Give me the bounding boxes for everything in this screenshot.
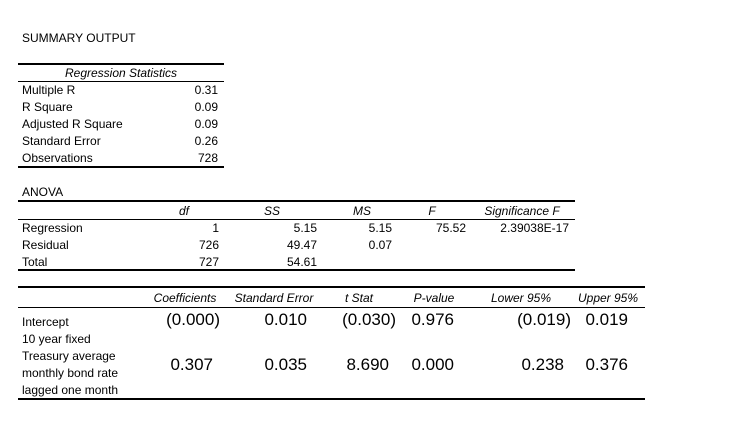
cell: 0.000 [411,355,454,374]
rule [18,63,224,65]
cell: (0.030) [342,310,396,329]
cell: (0.000) [166,310,220,329]
section-label: ANOVA [22,185,64,199]
title: SUMMARY OUTPUT [22,31,136,45]
cell: 8.690 [346,355,389,374]
row-label: monthly bond rate [22,366,119,380]
rule [18,398,645,400]
cell: 727 [198,255,219,269]
cell: 2.39038E-17 [500,221,569,235]
row-label: lagged one month [22,383,119,397]
cell: (0.019) [517,310,571,329]
cell: 5.15 [293,221,317,235]
stat-value: 0.09 [194,100,218,114]
rule [18,81,224,82]
stat-label: Multiple R [22,83,76,97]
column-header: SS [263,204,281,218]
column-header: F [428,204,436,218]
cell: 0.019 [585,310,628,329]
cell: 54.61 [286,255,317,269]
column-header: Coefficients [153,291,217,305]
rule [18,286,645,288]
cell: 1 [212,221,219,235]
cell: 726 [198,238,219,252]
table-header: Regression Statistics [64,66,178,80]
stat-value: 0.09 [194,117,218,131]
row-label: Regression [22,221,83,235]
column-header: t Stat [344,291,374,305]
cell: 0.307 [170,355,213,374]
cell: 0.010 [264,310,307,329]
stat-label: R Square [22,100,73,114]
cell: 0.238 [521,355,564,374]
row-label: 10 year fixed [22,332,91,346]
stat-label: Standard Error [22,134,101,148]
stat-value: 728 [197,151,218,165]
cell: 75.52 [435,221,466,235]
stat-value: 0.26 [194,134,218,148]
cell: 5.15 [368,221,392,235]
rule [18,200,575,202]
column-header: Lower 95% [490,291,552,305]
column-header: df [178,204,190,218]
column-header: Significance F [484,204,560,218]
rule [18,307,645,308]
cell: 49.47 [286,238,317,252]
cell: 0.035 [264,355,307,374]
cell: 0.976 [411,310,454,329]
stat-value: 0.31 [194,83,218,97]
row-label: Intercept [22,315,69,329]
column-header: Upper 95% [577,291,639,305]
stat-label: Observations [22,151,93,165]
column-header: P-value [413,291,455,305]
rule [18,166,224,168]
row-label: Residual [22,238,69,252]
stat-label: Adjusted R Square [22,117,123,131]
cell: 0.07 [368,238,392,252]
rule [18,269,575,271]
row-label: Total [22,255,48,269]
column-header: Standard Error [234,291,314,305]
column-header: MS [353,204,371,218]
row-label: Treasury average [22,349,116,363]
cell: 0.376 [585,355,628,374]
rule [18,219,575,220]
